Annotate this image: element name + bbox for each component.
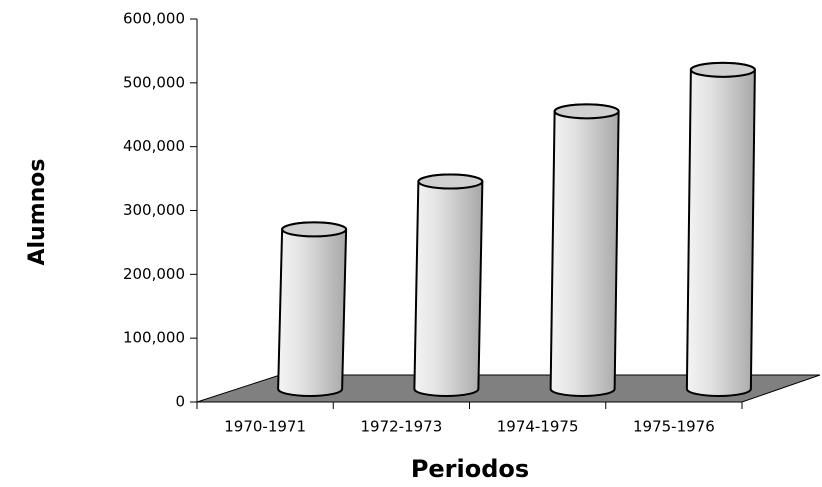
y-tick-label: 600,000 bbox=[123, 10, 185, 28]
y-tick-label: 500,000 bbox=[123, 73, 185, 91]
x-tick-label: 1975-1976 bbox=[633, 418, 715, 436]
y-axis-title: Alumnos bbox=[25, 158, 50, 265]
y-tick-label: 100,000 bbox=[123, 329, 185, 347]
x-tick-label: 1974-1975 bbox=[497, 418, 579, 436]
bar bbox=[685, 61, 756, 397]
bar-top bbox=[689, 61, 756, 78]
bar bbox=[413, 173, 484, 397]
y-tick-label: 400,000 bbox=[123, 137, 185, 155]
y-tick-label: 0 bbox=[175, 393, 185, 411]
bar bbox=[277, 221, 348, 397]
y-tick-label: 300,000 bbox=[123, 201, 185, 219]
y-tick-label: 200,000 bbox=[123, 265, 185, 283]
x-axis-title: Periodos bbox=[411, 455, 529, 483]
x-tick-label: 1970-1971 bbox=[224, 418, 306, 436]
bar-top bbox=[417, 173, 484, 190]
bar bbox=[549, 103, 620, 397]
bar-top bbox=[281, 221, 348, 238]
bar-top bbox=[553, 103, 620, 120]
x-tick-label: 1972-1973 bbox=[360, 418, 442, 436]
